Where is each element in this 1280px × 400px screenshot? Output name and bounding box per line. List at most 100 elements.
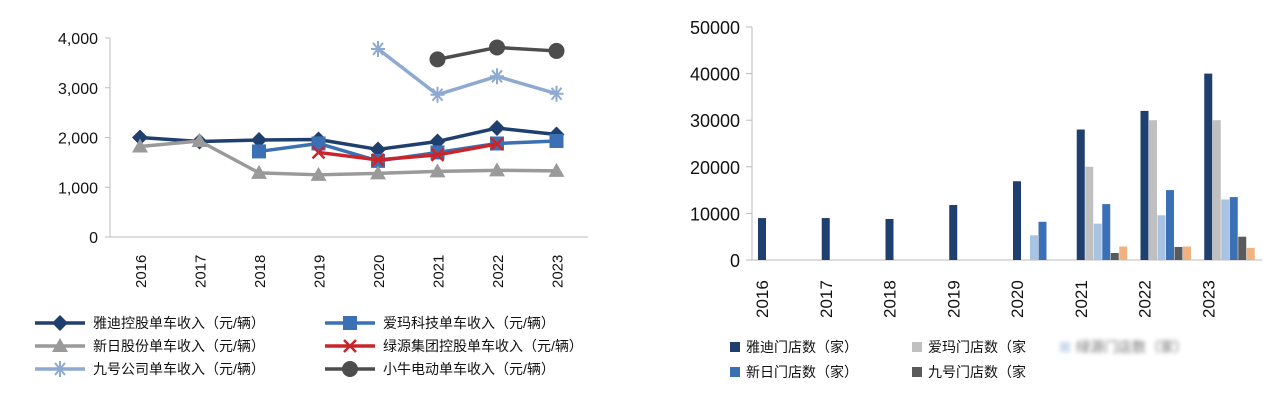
legend-label: 爱玛门店数（家 xyxy=(928,339,1026,355)
bar xyxy=(1166,190,1174,260)
legend-label: 雅迪控股单车收入（元/辆） xyxy=(93,315,265,331)
data-point xyxy=(311,136,326,151)
legend-marker xyxy=(343,339,357,353)
x-tick-label: 2021 xyxy=(431,255,448,288)
y-tick-label: 2,000 xyxy=(58,131,98,148)
y-tick-label: 40000 xyxy=(690,65,740,85)
legend-label: 爱玛科技单车收入（元/辆） xyxy=(383,315,555,331)
bar xyxy=(1183,246,1191,260)
bar xyxy=(758,218,766,260)
x-tick-label: 2019 xyxy=(944,280,963,318)
data-point xyxy=(490,68,504,85)
legend-label: 九号公司单车收入（元/辆） xyxy=(93,361,265,377)
bar xyxy=(1229,197,1238,260)
data-point xyxy=(191,132,208,147)
data-point xyxy=(490,137,504,151)
y-tick-label: 1,000 xyxy=(58,180,98,197)
y-tick-label: 50000 xyxy=(690,18,740,38)
data-point xyxy=(310,166,327,181)
x-tick-label: 2020 xyxy=(371,255,388,288)
legend-marker xyxy=(52,315,68,331)
x-tick-label: 2023 xyxy=(1199,280,1218,318)
y-tick-label: 10000 xyxy=(690,204,740,224)
bar xyxy=(1157,215,1166,260)
data-point xyxy=(132,129,148,146)
bar xyxy=(1221,199,1230,260)
data-point xyxy=(429,163,446,178)
data-point xyxy=(548,42,565,59)
legend-label: 绿源门店数（家） xyxy=(1076,339,1188,355)
x-tick-label: 2020 xyxy=(1008,280,1027,318)
bar xyxy=(1204,73,1213,260)
data-point xyxy=(430,148,445,162)
bar xyxy=(1119,246,1128,260)
legend-marker xyxy=(343,316,357,330)
y-tick-label: 3,000 xyxy=(58,81,98,98)
bar xyxy=(1038,221,1047,260)
bar xyxy=(1174,246,1183,260)
data-point xyxy=(430,86,445,103)
y-tick-label: 0 xyxy=(89,230,98,247)
bar xyxy=(1149,120,1157,260)
legend-label: 小牛电动单车收入（元/辆） xyxy=(383,361,555,377)
y-tick-label: 0 xyxy=(730,251,740,271)
data-point xyxy=(132,138,148,153)
x-tick-label: 2018 xyxy=(252,255,269,288)
bar xyxy=(1110,253,1119,260)
x-tick-label: 2022 xyxy=(490,255,507,288)
data-point xyxy=(549,133,564,148)
legend-label: 绿源集团控股单车收入（元/辆） xyxy=(383,338,583,354)
legend-label: 九号门店数（家 xyxy=(928,364,1026,380)
bar xyxy=(1030,235,1038,260)
data-point xyxy=(311,145,326,160)
bar xyxy=(1085,166,1094,260)
legend-marker xyxy=(342,361,358,377)
bar xyxy=(1246,247,1255,260)
data-point xyxy=(371,40,385,57)
series-line-4 xyxy=(376,47,557,97)
bar xyxy=(1212,120,1221,260)
data-point xyxy=(370,165,386,180)
x-tick-label: 2021 xyxy=(1072,280,1091,318)
legend-label: 雅迪门店数（家） xyxy=(746,339,858,355)
legend-marker xyxy=(52,338,68,352)
x-tick-label: 2019 xyxy=(312,255,329,288)
series-line-0 xyxy=(139,126,557,152)
data-point xyxy=(252,144,266,159)
legend-swatch xyxy=(912,342,922,352)
bar xyxy=(821,218,830,260)
legend-label: 新日门店数（家） xyxy=(746,364,858,380)
series-line-2 xyxy=(139,139,557,177)
x-tick-label: 2016 xyxy=(753,280,772,318)
bar xyxy=(1102,204,1111,260)
data-point xyxy=(251,164,267,179)
data-point xyxy=(251,131,267,148)
bar xyxy=(1076,129,1085,260)
bar xyxy=(1238,236,1247,260)
y-tick-label: 4,000 xyxy=(58,31,98,48)
bar xyxy=(1013,181,1021,260)
x-tick-label: 2022 xyxy=(1136,280,1155,318)
data-point xyxy=(489,120,505,137)
data-point xyxy=(549,85,564,102)
bar xyxy=(949,205,958,260)
data-point xyxy=(429,51,446,68)
legend-swatch xyxy=(1060,342,1070,352)
data-point xyxy=(489,162,505,177)
bar xyxy=(1093,223,1102,260)
data-point xyxy=(489,39,505,56)
y-tick-label: 20000 xyxy=(690,158,740,178)
x-tick-label: 2023 xyxy=(550,255,567,288)
data-point xyxy=(370,141,386,158)
legend-label: 新日股份单车收入（元/辆） xyxy=(93,338,265,354)
x-tick-label: 2018 xyxy=(881,280,900,318)
data-point xyxy=(548,162,565,177)
x-tick-label: 2017 xyxy=(817,280,836,318)
series-line-3 xyxy=(318,142,498,162)
x-tick-label: 2016 xyxy=(133,255,150,288)
data-point xyxy=(371,153,385,167)
y-tick-label: 30000 xyxy=(690,111,740,131)
x-tick-label: 2017 xyxy=(193,255,210,288)
legend-swatch xyxy=(730,342,740,352)
